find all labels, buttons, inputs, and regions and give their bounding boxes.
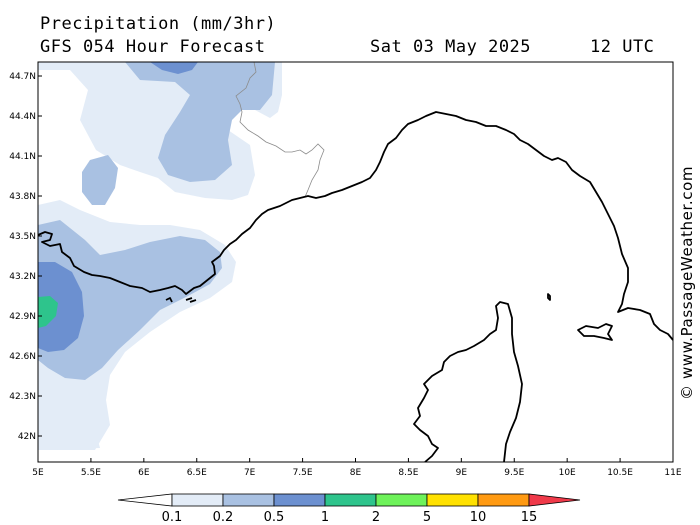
precip-layer bbox=[38, 62, 282, 450]
precip-area-peak bbox=[38, 296, 58, 328]
coastline-hyeres-islands bbox=[165, 297, 197, 303]
forecast-subtitle: GFS 054 Hour Forecast bbox=[40, 37, 266, 57]
legend-swatch-above-max bbox=[528, 493, 581, 507]
legend-label: 0.5 bbox=[264, 510, 285, 525]
precip-area-medium-blob bbox=[82, 155, 118, 205]
lat-label: 42.6N bbox=[9, 352, 36, 362]
lat-label: 44.1N bbox=[9, 152, 36, 162]
legend-swatch-below-min bbox=[117, 493, 173, 507]
precip-area-light-small bbox=[38, 418, 100, 450]
precip-area-strong-north bbox=[150, 62, 198, 74]
legend-label: 2 bbox=[372, 510, 380, 525]
legend-label: 5 bbox=[423, 510, 431, 525]
lon-label: 8E bbox=[350, 468, 362, 478]
lat-label: 42N bbox=[18, 432, 36, 442]
lat-label: 43.5N bbox=[9, 232, 36, 242]
legend-swatch bbox=[273, 493, 326, 507]
forecast-time: 12 UTC bbox=[590, 37, 655, 57]
legend-swatch bbox=[324, 493, 377, 507]
lat-label: 43.2N bbox=[9, 272, 36, 282]
lon-label: 6E bbox=[138, 468, 150, 478]
coastline-corsica bbox=[413, 301, 523, 463]
legend-swatch bbox=[477, 493, 530, 507]
legend-label: 1 bbox=[321, 510, 329, 525]
lon-label: 7.5E bbox=[293, 468, 313, 478]
coastline-capraia bbox=[547, 293, 551, 301]
legend-swatch bbox=[426, 493, 479, 507]
precip-area-medium-north bbox=[125, 62, 275, 182]
legend-swatch bbox=[171, 493, 224, 507]
lat-label: 43.8N bbox=[9, 192, 36, 202]
lon-label: 8.5E bbox=[398, 468, 418, 478]
precip-area-medium-west bbox=[38, 220, 222, 380]
map-title: Precipitation (mm/3hr) bbox=[40, 14, 277, 34]
lon-label: 10E bbox=[559, 468, 576, 478]
lon-label: 5.5E bbox=[81, 468, 101, 478]
lon-label: 5E bbox=[32, 468, 44, 478]
lat-label: 44.4N bbox=[9, 112, 36, 122]
coastline-elba bbox=[577, 323, 613, 341]
legend-swatch bbox=[222, 493, 275, 507]
forecast-date: Sat 03 May 2025 bbox=[370, 37, 532, 57]
legend-swatch bbox=[375, 493, 428, 507]
border-france-italy bbox=[235, 61, 325, 198]
legend-label: 0.1 bbox=[162, 510, 183, 525]
lat-label: 42.3N bbox=[9, 392, 36, 402]
legend-label: 10 bbox=[470, 510, 487, 525]
lon-label: 9E bbox=[456, 468, 468, 478]
border-lines bbox=[235, 61, 325, 198]
legend-label: 15 bbox=[521, 510, 538, 525]
coastlines bbox=[37, 111, 674, 463]
lat-label: 44.7N bbox=[9, 72, 36, 82]
precip-area-strong-west bbox=[38, 262, 84, 352]
lon-label: 7E bbox=[244, 468, 256, 478]
legend-label: 0.2 bbox=[213, 510, 234, 525]
precip-legend: 0.1 0.2 0.5 1 2 5 10 15 bbox=[117, 493, 581, 525]
lon-label: 6.5E bbox=[187, 468, 207, 478]
lon-label: 9.5E bbox=[504, 468, 524, 478]
lon-label: 10.5E bbox=[607, 468, 633, 478]
lon-label: 11E bbox=[664, 468, 681, 478]
coastline-mainland bbox=[37, 111, 674, 341]
axis-ticks: 44.7N 44.4N 44.1N 43.8N 43.5N 43.2N 42.9N 42.6N… bbox=[9, 72, 682, 478]
lat-label: 42.9N bbox=[9, 312, 36, 322]
